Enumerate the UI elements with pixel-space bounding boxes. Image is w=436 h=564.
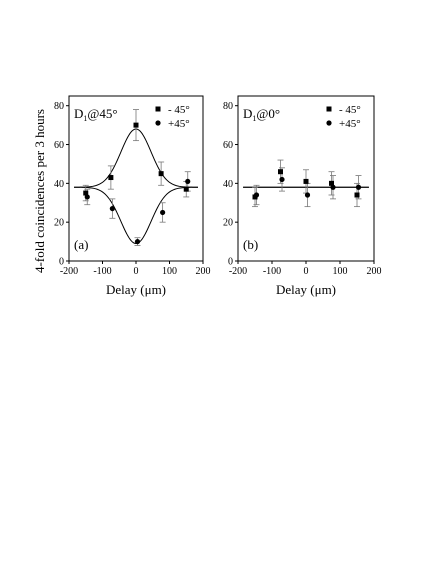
setting-label: D1@0° [243, 106, 280, 123]
data-point-square [278, 169, 283, 175]
panel-tag: (a) [74, 237, 88, 252]
chart-panel-b: -200 -100 0 100 200 0 20 40 60 80 Delay (μm) D1@0° (… [223, 95, 382, 297]
y-tick-label: 0 [59, 257, 64, 268]
x-tick-label: -200 [60, 266, 78, 277]
y-tick-label: 60 [54, 140, 64, 151]
data-point-circle [253, 192, 260, 198]
legend-label: - 45° [339, 104, 361, 116]
y-tick-label: 0 [228, 257, 233, 268]
x-tick-label: -100 [93, 266, 111, 277]
y-tick-label: 20 [223, 218, 233, 229]
y-tick-label: 20 [54, 218, 64, 229]
y-tick-label: 80 [54, 101, 64, 112]
legend-square-marker [155, 106, 161, 112]
legend-circle-marker [155, 120, 161, 126]
data-point-circle [134, 238, 141, 245]
fit-curve [74, 186, 198, 245]
data-point-square [329, 180, 334, 186]
data-point-circle [109, 205, 115, 212]
data-point-circle [355, 184, 362, 190]
x-tick-label: 0 [134, 266, 139, 277]
data-point-circle [84, 194, 90, 200]
data-point-circle [185, 178, 191, 185]
x-tick-label: 200 [196, 266, 211, 277]
chart-panel-a: -200 -100 0 100 200 0 20 40 60 80 Delay (μm) D1@45°… [54, 95, 211, 297]
x-axis-label: Delay (μm) [106, 282, 166, 297]
data-point-square [108, 175, 114, 181]
data-point-square [354, 192, 360, 198]
x-tick-label: 200 [367, 266, 382, 277]
legend-square-marker [326, 106, 332, 112]
legend-circle-marker [326, 120, 332, 126]
data-point-square [158, 171, 164, 177]
y-tick-label: 60 [223, 140, 233, 151]
data-point-square [303, 178, 309, 184]
x-tick-label: -100 [263, 266, 281, 277]
data-point-circle [330, 184, 336, 190]
y-tick-label: 40 [223, 179, 233, 190]
setting-label: D1@45° [74, 106, 118, 123]
y-axis-label: 4-fold coincidences per 3 hours [32, 109, 47, 273]
x-tick-label: 100 [162, 266, 177, 277]
data-point-square [183, 186, 189, 192]
x-tick-label: 100 [333, 266, 348, 277]
data-point-square [133, 122, 139, 128]
panel-tag: (b) [243, 237, 258, 252]
x-axis-label: Delay (μm) [276, 282, 336, 297]
x-tick-label: -200 [229, 266, 247, 277]
y-tick-label: 40 [54, 179, 64, 190]
data-point-circle [279, 176, 285, 183]
x-tick-label: 0 [304, 266, 309, 277]
data-point-circle [304, 192, 311, 198]
legend-label: +45° [339, 118, 361, 130]
legend-label: +45° [168, 118, 190, 130]
legend-label: - 45° [168, 104, 190, 116]
y-tick-label: 80 [223, 101, 233, 112]
data-point-square [83, 190, 89, 196]
data-point-circle [160, 209, 166, 216]
